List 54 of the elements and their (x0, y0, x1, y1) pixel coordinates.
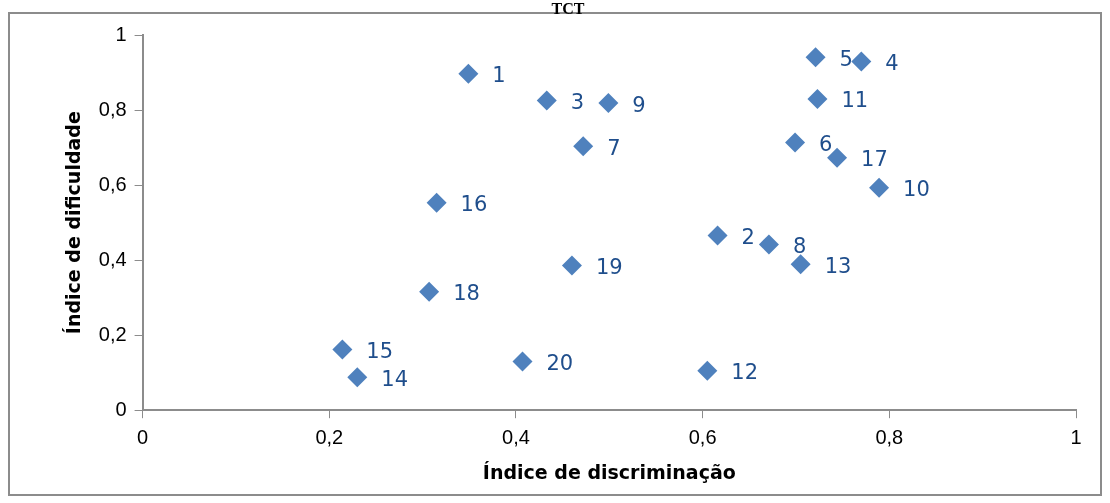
series-label: 15 (366, 338, 394, 363)
series-label: 2 (741, 224, 755, 249)
y-tick-label: 1 (115, 22, 127, 45)
series-label: 18 (453, 281, 480, 306)
point (458, 63, 479, 84)
y-tick-label: 0,6 (98, 172, 127, 195)
point (573, 136, 594, 157)
point (707, 225, 728, 246)
series-label: 17 (861, 147, 888, 172)
point (347, 367, 368, 388)
series-label: 12 (731, 360, 759, 385)
x-tick-label: 1 (1070, 425, 1082, 448)
series-label: 14 (381, 366, 409, 391)
x-axis-title: Índice de discriminação (482, 460, 736, 483)
y-tick-label: 0,4 (98, 247, 127, 270)
x-tick-label: 0,4 (502, 425, 530, 448)
series-label: 16 (460, 192, 488, 217)
series-label: 20 (546, 350, 574, 375)
series-label: 4 (885, 50, 899, 75)
series-label: 5 (839, 46, 853, 71)
series-label: 13 (824, 253, 852, 278)
series-label: 6 (819, 131, 833, 156)
point (426, 192, 447, 213)
series-label: 11 (841, 88, 869, 113)
point (536, 90, 557, 111)
series-label: 9 (632, 92, 646, 117)
x-tick-label: 0,2 (315, 425, 344, 448)
point (419, 281, 440, 302)
point (851, 51, 872, 72)
series-label: 3 (570, 89, 585, 114)
series-label: 7 (607, 135, 621, 160)
point (332, 339, 353, 360)
point (790, 254, 811, 275)
series-label: 10 (903, 177, 930, 202)
series-label: 19 (595, 254, 623, 279)
point (598, 93, 619, 114)
series-label: 8 (792, 233, 807, 258)
y-tick-label: 0 (115, 397, 127, 420)
point (807, 88, 828, 109)
point (758, 234, 779, 255)
x-tick-label: 0,6 (688, 425, 717, 448)
point (785, 132, 806, 153)
y-tick-label: 0,2 (98, 322, 127, 345)
point (561, 255, 582, 276)
y-axis-title: Índice de dificuldade (62, 111, 85, 335)
x-tick-label: 0 (137, 425, 149, 448)
point (869, 177, 890, 198)
chart-title: TCT (551, 0, 585, 17)
point (512, 351, 533, 372)
y-tick-label: 0,8 (98, 97, 127, 120)
series-label: 1 (492, 63, 506, 88)
point (697, 360, 718, 381)
x-tick-label: 0,8 (875, 425, 904, 448)
point (805, 47, 826, 68)
